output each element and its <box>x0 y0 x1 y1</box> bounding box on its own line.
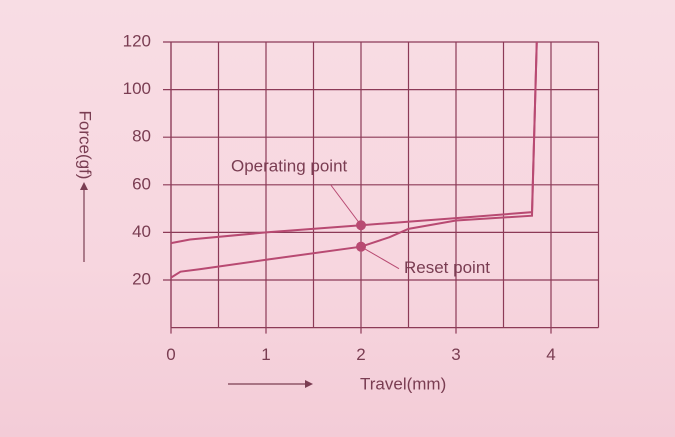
x-tick-label: 3 <box>451 345 460 364</box>
y-tick-label: 40 <box>132 222 151 241</box>
x-tick-label: 1 <box>261 345 270 364</box>
leader <box>360 246 400 270</box>
y-tick-label: 20 <box>132 269 151 288</box>
x-tick-label: 4 <box>546 345 555 364</box>
leader <box>330 184 362 226</box>
curve <box>170 41 538 245</box>
x-tick-label: 0 <box>166 345 175 364</box>
x-axis-label: Travel(mm) <box>360 374 446 393</box>
y-tick-label: 80 <box>132 127 151 146</box>
x-tick-label: 2 <box>356 345 365 364</box>
annotation: Operating point <box>231 157 348 176</box>
y-axis-label: Force(gf) <box>76 111 95 180</box>
y-tick-label: 120 <box>123 31 151 50</box>
y-tick-label: 60 <box>132 174 151 193</box>
y-tick-label: 100 <box>123 79 151 98</box>
x-arrow-head <box>305 380 313 388</box>
annotation: Reset point <box>404 258 490 277</box>
curve <box>170 41 538 279</box>
y-arrow-head <box>80 182 88 190</box>
